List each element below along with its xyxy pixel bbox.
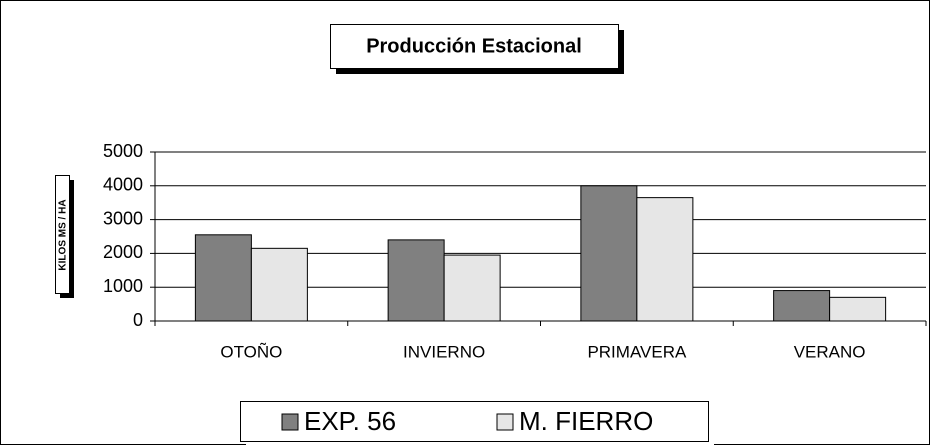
bar xyxy=(580,185,638,322)
bar xyxy=(387,239,445,322)
ylabel-box xyxy=(55,175,70,294)
legend-label: M. FIERRO xyxy=(519,406,653,436)
legend-swatch xyxy=(496,413,514,431)
x-tick-label: INVIERNO xyxy=(403,342,485,361)
legend-swatch xyxy=(281,413,299,431)
bar xyxy=(773,290,831,322)
legend-box xyxy=(240,401,709,442)
y-axis-label: KILOS MS / HA xyxy=(58,199,69,270)
bar xyxy=(829,296,887,322)
y-tick-label: 4000 xyxy=(103,175,143,195)
y-tick-label: 5000 xyxy=(103,141,143,161)
title-box xyxy=(330,24,619,69)
y-tick-label: 3000 xyxy=(103,208,143,228)
x-tick-label: VERANO xyxy=(794,342,866,361)
y-tick-label: 1000 xyxy=(103,276,143,296)
bar xyxy=(194,234,252,322)
chart-title: Producción Estacional xyxy=(366,35,582,57)
y-tick-label: 2000 xyxy=(103,242,143,262)
bar xyxy=(443,254,501,322)
x-tick-label: PRIMAVERA xyxy=(587,342,687,361)
y-tick-label: 0 xyxy=(133,310,143,330)
bar xyxy=(250,247,308,322)
legend-label: EXP. 56 xyxy=(304,406,396,436)
bar xyxy=(636,197,694,322)
x-tick-label: OTOÑO xyxy=(220,342,282,361)
